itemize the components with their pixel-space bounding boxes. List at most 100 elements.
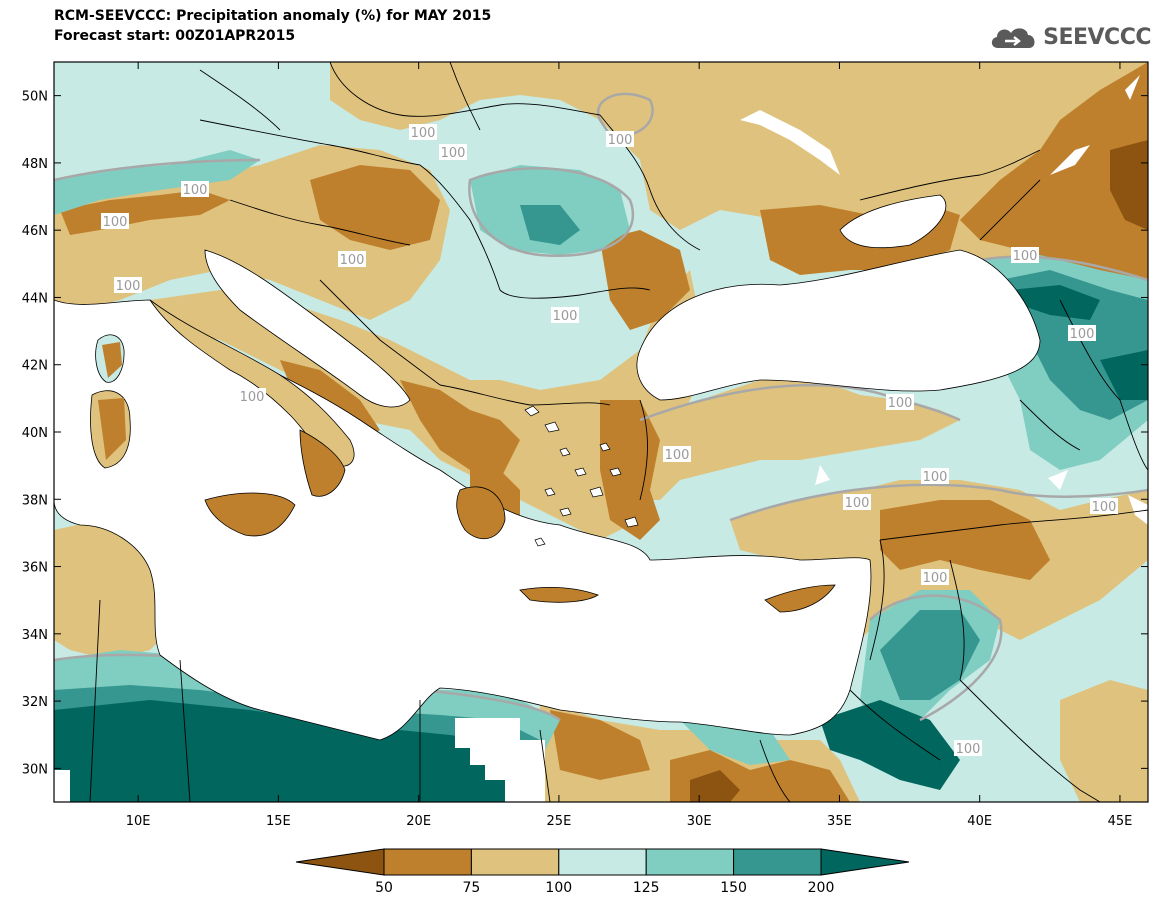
lon-tick-label: 40E [967,814,992,829]
map-field [54,62,1148,802]
svg-text:100: 100 [340,253,365,268]
lat-tick-label: 40N [22,426,48,441]
svg-text:100: 100 [116,279,141,294]
colorbar-tick-label: 50 [375,880,393,896]
colorbar-tick-label: 125 [633,880,660,896]
svg-text:100: 100 [665,448,690,463]
anomaly-50-75-serbia [400,380,520,480]
corsica-dry [102,342,122,378]
colorbar-segment [558,848,647,876]
svg-text:100: 100 [923,571,948,586]
colorbar-tick-label: 100 [545,880,572,896]
anomaly-75-100-iraq [1060,680,1148,802]
lat-tick-label: 50N [22,90,48,105]
anomaly-50-75-libya [550,710,650,780]
contour-label: 100 [663,446,691,463]
contour-label: 100 [114,277,142,294]
svg-text:100: 100 [923,470,948,485]
contour-label: 100 [1068,325,1096,342]
colorbar-tick-label: 200 [808,880,835,896]
sardinia-dry [98,398,126,460]
svg-text:100: 100 [183,183,208,198]
contour-label: 100 [886,394,914,411]
colorbar-segment [645,848,735,876]
contour-label: 100 [921,569,949,586]
contour-label: 100 [606,131,634,148]
anomaly-below-50-russia [1110,140,1148,230]
colorbar-segment [470,848,560,876]
anomaly-75-100-turkey [640,380,960,500]
map-title: RCM-SEEVCCC: Precipitation anomaly (%) f… [54,8,492,24]
svg-text:100: 100 [1070,327,1095,342]
contour-label: 100 [843,494,871,511]
colorbar-segment [733,848,822,876]
contour-labels: 100 100 100 100 100 100 100 100 100 100 100 100 100 1… [101,124,1118,757]
anomaly-below-50-egypt [690,770,740,802]
contour-label: 100 [181,181,209,198]
anomaly-above-200-iran [1100,350,1148,400]
seevccc-logo: SEEVCCC [988,22,1151,52]
lon-tick-label: 20E [406,814,431,829]
contour-label: 100 [954,740,982,757]
svg-text:100: 100 [608,133,633,148]
colorbar-segment [295,848,385,876]
svg-text:100: 100 [553,309,578,324]
colorbar-segment [383,848,472,876]
country-borders [89,62,1148,802]
anomaly-50-75-turkey-west [600,400,660,540]
lon-tick-label: 30E [687,814,712,829]
anomaly-150-200-syria [880,610,980,700]
lat-tick-label: 32N [22,695,48,710]
anomaly-50-75-austria [310,165,440,250]
adriatic-sea [204,249,411,408]
svg-text:100: 100 [888,396,913,411]
italy-boot [299,429,346,497]
lat-tick-label: 36N [22,561,48,576]
lat-tick-label: 30N [22,762,48,777]
svg-text:100: 100 [103,215,128,230]
sea-of-azov [839,194,947,249]
anomaly-above-200-caucasus [1010,285,1100,320]
anomaly-125-150-egypt-north [680,715,790,765]
anomaly-50-75-romania-east [600,230,690,330]
crete [519,586,599,603]
svg-text:100: 100 [1092,500,1117,515]
colorbar: 50 75 100 125 150 200 [295,848,910,896]
anomaly-50-75-russia [960,62,1148,300]
svg-text:100: 100 [1013,249,1038,264]
logo-text: SEEVCCC [1043,24,1151,50]
lat-tick-label: 42N [22,359,48,374]
svg-text:100: 100 [845,496,870,511]
svg-text:100: 100 [441,146,466,161]
anomaly-125-150-alps-west [54,150,260,215]
contour-label: 100 [921,468,949,485]
contour-label: 100 [238,388,266,405]
lat-tick-label: 48N [22,157,48,172]
anomaly-above-200-sinai [820,700,960,790]
lat-tick-label: 46N [22,224,48,239]
anomaly-50-75-turkey-south [880,500,1050,580]
svg-text:100: 100 [240,390,265,405]
anomaly-above-200-libya [54,700,540,802]
sicily [204,492,296,537]
contour-label: 100 [1011,247,1039,264]
peloponnese [456,486,506,540]
contour-label: 100 [338,251,366,268]
lon-tick-label: 25E [547,814,572,829]
islands [90,299,836,613]
lat-tick-label: 38N [22,493,48,508]
lon-tick-label: 45E [1108,814,1133,829]
lat-tick-label: 34N [22,628,48,643]
colorbar-tick-label: 150 [720,880,747,896]
axes: 10E 15E 20E 25E 30E 35E 40E 45E 50N 48N 46N 44N 42N 4… [22,62,1148,829]
contour-label: 100 [1090,498,1118,515]
contour-label: 100 [409,124,437,141]
svg-text:100: 100 [956,742,981,757]
lon-tick-label: 10E [126,814,151,829]
svg-text:100: 100 [411,126,436,141]
lon-tick-label: 35E [827,814,852,829]
lon-tick-label: 15E [266,814,291,829]
missing-data-patches [54,75,1148,802]
contour-label: 100 [551,307,579,324]
